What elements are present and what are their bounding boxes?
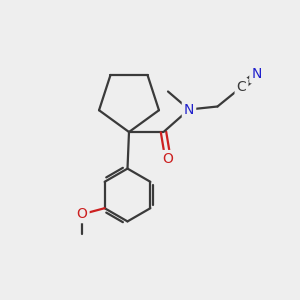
Text: N: N: [184, 103, 194, 116]
Text: N: N: [251, 68, 262, 81]
Text: O: O: [77, 207, 88, 221]
Text: O: O: [163, 152, 173, 166]
Text: C: C: [237, 80, 246, 94]
